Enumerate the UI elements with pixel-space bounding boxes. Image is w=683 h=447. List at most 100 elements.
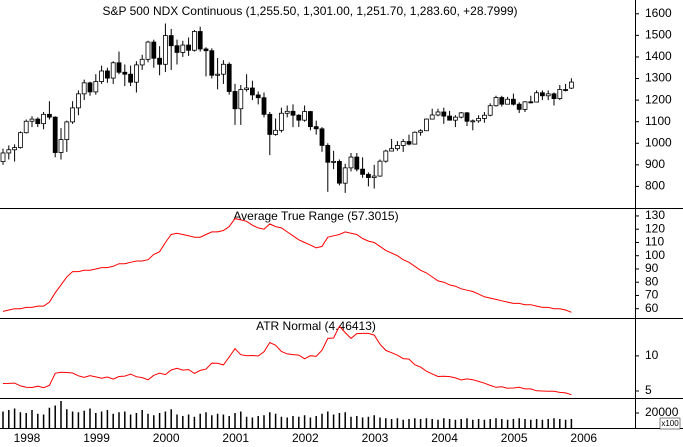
candle-body [435, 111, 441, 116]
volume-bar [501, 419, 503, 428]
volume-bar [199, 413, 201, 428]
candle-body [487, 105, 493, 116]
candle-body [534, 92, 539, 103]
volume-bar [257, 416, 259, 428]
volume-bar [361, 417, 364, 428]
volume-bar [483, 419, 486, 428]
volume-bar [129, 414, 132, 428]
candle-body [151, 41, 157, 59]
candle-body [493, 97, 499, 107]
candle-body [273, 129, 279, 135]
candle-body [418, 130, 424, 133]
indicator-line [2, 325, 572, 396]
candle-body [354, 156, 360, 170]
candle-body [197, 31, 203, 50]
candle-body [157, 57, 163, 65]
candle-body [76, 93, 81, 109]
volume-bar [100, 411, 103, 428]
volume-bar [530, 419, 532, 428]
candle-body [116, 62, 122, 73]
volume-bar [193, 416, 196, 428]
volume-bar [315, 416, 317, 428]
y-tick-label: 900 [645, 157, 665, 171]
y-tick-label: 1100 [645, 114, 671, 128]
candle-body [569, 81, 574, 89]
candle-body [110, 62, 116, 79]
candle-body [174, 45, 180, 53]
candle-body [99, 70, 104, 82]
volume-bar [506, 419, 509, 428]
volume-bar [205, 412, 207, 428]
volume-bar [147, 413, 149, 428]
candle-body [313, 126, 319, 130]
volume-bar [518, 418, 520, 428]
x-tick-label: 2005 [501, 431, 528, 445]
candle-body [180, 44, 186, 53]
volume-bar [274, 413, 277, 428]
candle-body [452, 116, 458, 121]
volume-bar [356, 416, 358, 428]
candle-body [23, 120, 29, 134]
candle-body [284, 110, 290, 114]
candle-body [423, 118, 429, 132]
candle-body [203, 48, 209, 52]
candle-body [557, 89, 563, 99]
candle-body [47, 113, 52, 118]
candle-body [441, 111, 447, 117]
x-tick-label: 2001 [222, 431, 249, 445]
y-tick-label: 1200 [645, 92, 672, 106]
candle-body [296, 114, 302, 121]
volume-bar [118, 412, 120, 428]
y-tick-label: 5 [645, 383, 652, 397]
volume-bar [263, 415, 265, 428]
candle-body [232, 91, 238, 110]
candle-body [540, 92, 545, 97]
y-tick-label: 80 [645, 274, 659, 288]
x-tick-label: 2000 [153, 431, 180, 445]
candle-body [191, 31, 197, 51]
candle-body [41, 113, 46, 125]
candle-body [52, 116, 58, 153]
y-tick-label: 100 [645, 248, 665, 262]
volume-bar [303, 415, 306, 428]
x-tick-label: 2002 [292, 431, 319, 445]
volume-bar [338, 413, 341, 428]
volume-bar [222, 414, 225, 428]
candle-body [412, 131, 418, 145]
indicator-line [2, 218, 572, 313]
candle-body [17, 132, 23, 148]
y-tick-label: 120 [645, 221, 665, 235]
volume-bar [431, 419, 433, 428]
y-tick-label: 90 [645, 261, 659, 275]
y-tick-label: 110 [645, 235, 664, 249]
candle-body [325, 145, 331, 163]
volume-bar [176, 414, 178, 428]
volume-bar [95, 413, 97, 428]
volume-bar [408, 419, 410, 428]
candle-body [267, 113, 273, 135]
volume-bar [280, 416, 283, 428]
volume-bar [396, 418, 399, 428]
y-tick-label: 1600 [645, 6, 672, 20]
y-tick-label: 1300 [645, 71, 672, 85]
candle-body [551, 93, 557, 99]
volume-bar [309, 417, 312, 428]
volume-bar [454, 419, 457, 428]
candle-body [458, 112, 464, 118]
candle-body [516, 103, 522, 110]
candle-body [348, 156, 354, 169]
volume-bar [182, 416, 184, 428]
volume-bar [170, 409, 172, 428]
volume-bar [25, 413, 27, 428]
volume-bar [541, 419, 544, 428]
unit-label: x100 [661, 419, 679, 428]
volume-bar [48, 407, 51, 428]
candle-body [261, 97, 267, 115]
volume-bar [564, 419, 567, 428]
candle-body [244, 87, 250, 90]
x-tick-label: 1999 [83, 431, 110, 445]
volume-bar [344, 412, 346, 428]
candle-body [400, 141, 406, 146]
volume-bar [77, 412, 80, 428]
candle-body [319, 128, 325, 146]
